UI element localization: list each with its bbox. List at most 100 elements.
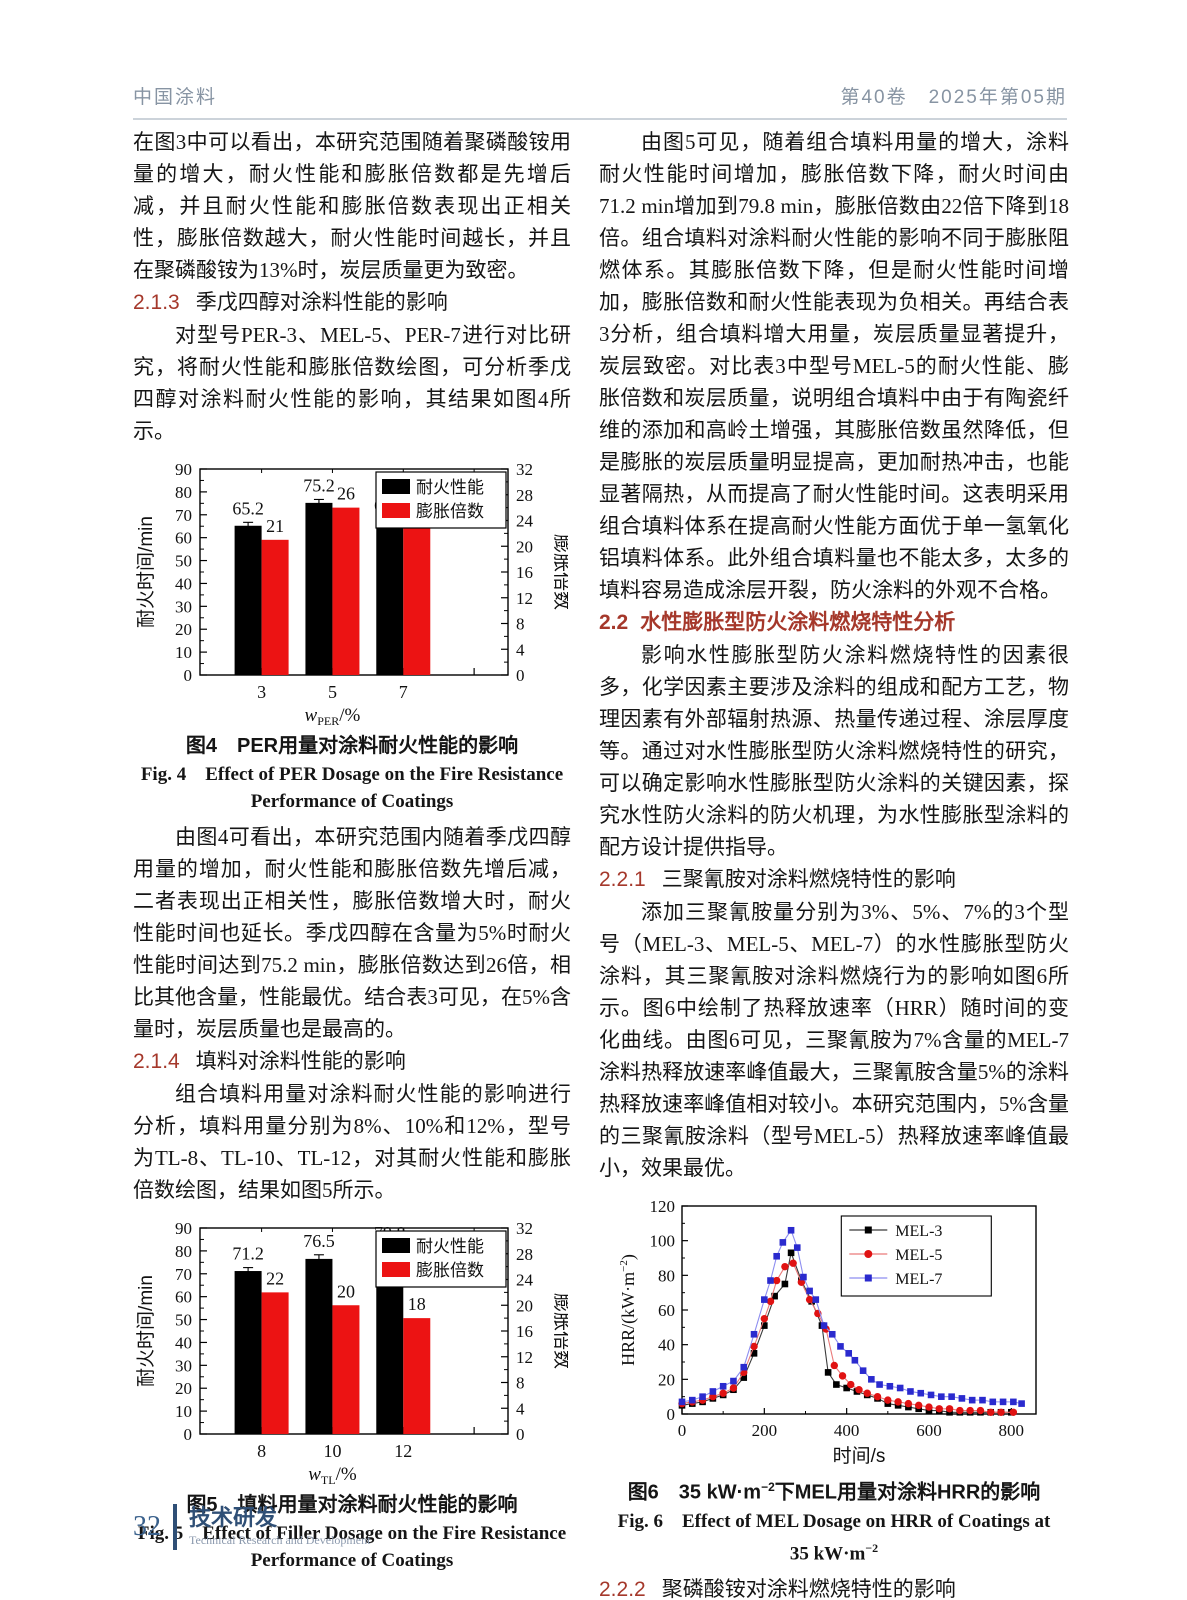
svg-text:32: 32 (516, 1219, 533, 1238)
marker (824, 1369, 832, 1376)
marker (847, 1380, 855, 1389)
svg-text:MEL-7: MEL-7 (895, 1271, 942, 1288)
bar-耐火性能 (376, 523, 404, 675)
svg-text:20: 20 (658, 1370, 675, 1389)
right-axis-label: 膨胀倍数 (551, 534, 568, 610)
marker (740, 1363, 748, 1371)
marker (828, 1330, 836, 1338)
marker (830, 1361, 839, 1370)
left-column: 在图3中可以看出，本研究范围随着聚磷酸铵用量的增大，耐火性能和膨胀倍数都是先增后… (133, 126, 571, 1600)
svg-text:40: 40 (658, 1336, 675, 1355)
svg-text:0: 0 (184, 1425, 193, 1444)
section-title: 水性膨胀型防火涂料燃烧特性分析 (640, 610, 956, 634)
marker (771, 1292, 778, 1300)
marker (987, 1408, 995, 1416)
svg-text:76.5: 76.5 (303, 1231, 335, 1251)
marker (855, 1386, 863, 1394)
svg-text:28: 28 (516, 486, 533, 505)
svg-text:膨胀倍数: 膨胀倍数 (416, 1261, 484, 1280)
svg-text:60: 60 (175, 529, 192, 548)
page-footer: 32 技术研发 Technical Research and Developme… (133, 1504, 370, 1550)
marker (767, 1277, 774, 1284)
paragraph: 影响水性膨胀型防火涂料燃烧特性的因素很多，化学因素主要涉及涂料的组成和配方工艺，… (599, 643, 1069, 859)
svg-text:10: 10 (175, 1402, 192, 1421)
marker (772, 1276, 781, 1285)
marker (868, 1376, 875, 1383)
svg-text:10: 10 (175, 643, 192, 662)
section-title: 填料对涂料性能的影响 (195, 1049, 406, 1073)
bar-耐火性能 (305, 1258, 333, 1434)
svg-text:20: 20 (337, 1281, 355, 1301)
svg-text:16: 16 (516, 563, 533, 582)
marker (766, 1297, 775, 1306)
svg-text:80: 80 (175, 1242, 192, 1261)
svg-text:0: 0 (516, 1425, 525, 1444)
marker (787, 1226, 795, 1234)
marker (837, 1343, 844, 1350)
marker (896, 1384, 904, 1392)
bar-耐火性能 (234, 1271, 262, 1434)
svg-text:800: 800 (999, 1421, 1025, 1440)
marker (719, 1389, 727, 1397)
svg-text:4: 4 (516, 640, 525, 659)
marker (719, 1382, 727, 1390)
marker (1009, 1408, 1018, 1416)
legend-marker (864, 1226, 872, 1234)
legend-swatch (382, 1238, 410, 1253)
legend-box (375, 1230, 507, 1288)
svg-text:18: 18 (408, 1294, 426, 1314)
right-axis-label: 膨胀倍数 (551, 1293, 568, 1369)
bar-膨胀倍数 (261, 1292, 289, 1434)
svg-text:0: 0 (516, 666, 525, 685)
marker (709, 1388, 717, 1395)
section-2-2-2-heading: 2.2.2 聚磷酸铵对涂料燃烧特性的影响 (599, 1573, 1069, 1600)
svg-text:8: 8 (257, 1441, 266, 1461)
svg-text:90: 90 (175, 460, 192, 479)
figure-4: 0 10 20 30 40 50 60 70 80 90 0 4 8 12 16 20 24 28 32 3 5 7 65.… (133, 457, 571, 815)
svg-text:71.2: 71.2 (232, 1244, 263, 1264)
svg-text:0: 0 (184, 666, 193, 685)
marker (793, 1244, 801, 1251)
left-axis-label: 耐火时间/min (136, 1275, 157, 1387)
figure-5: 0 10 20 30 40 50 60 70 80 90 0 4 8 12 16 20 24 28 32 8 10 12 7… (133, 1216, 571, 1574)
marker (945, 1405, 954, 1413)
marker (838, 1372, 847, 1380)
marker (729, 1384, 738, 1392)
fig6-line-chart: 0 20 40 60 80 100 120 0 200 400 600 800 HRR/(kW·m−2)… (618, 1197, 1037, 1467)
bar-膨胀倍数 (261, 539, 289, 675)
bar-耐火性能 (305, 502, 333, 675)
svg-text:0: 0 (678, 1421, 687, 1440)
svg-text:100: 100 (650, 1232, 676, 1251)
marker (805, 1295, 814, 1304)
legend-swatch (382, 479, 410, 494)
marker (907, 1388, 914, 1395)
marker (876, 1381, 883, 1388)
svg-text:600: 600 (916, 1421, 942, 1440)
svg-text:70: 70 (175, 506, 192, 525)
svg-text:60: 60 (175, 1288, 192, 1307)
footer-divider (173, 1504, 177, 1550)
marker (989, 1398, 997, 1406)
marker (678, 1398, 686, 1406)
marker (750, 1350, 758, 1357)
marker (699, 1393, 706, 1400)
marker (797, 1278, 806, 1286)
svg-text:40: 40 (175, 574, 192, 593)
marker (773, 1252, 780, 1260)
paragraph: 组合填料用量对涂料耐火性能的影响进行分析，填料用量分别为8%、10%和12%，型… (133, 1082, 571, 1202)
section-number: 2.2 (599, 611, 629, 634)
svg-text:24: 24 (516, 1271, 534, 1290)
marker (845, 1350, 853, 1357)
svg-text:28: 28 (516, 1245, 533, 1264)
svg-text:4: 4 (516, 1399, 525, 1418)
svg-text:16: 16 (516, 1322, 533, 1341)
fig5-bar-chart: 0 10 20 30 40 50 60 70 80 90 0 4 8 12 16 20 24 28 32 8 10 12 7… (136, 1219, 568, 1487)
marker (781, 1280, 789, 1288)
marker (873, 1392, 882, 1401)
svg-text:20: 20 (516, 1296, 533, 1315)
marker (843, 1384, 850, 1392)
marker (927, 1391, 935, 1399)
svg-text:40: 40 (175, 1333, 192, 1352)
marker (781, 1262, 789, 1271)
marker (750, 1342, 758, 1351)
